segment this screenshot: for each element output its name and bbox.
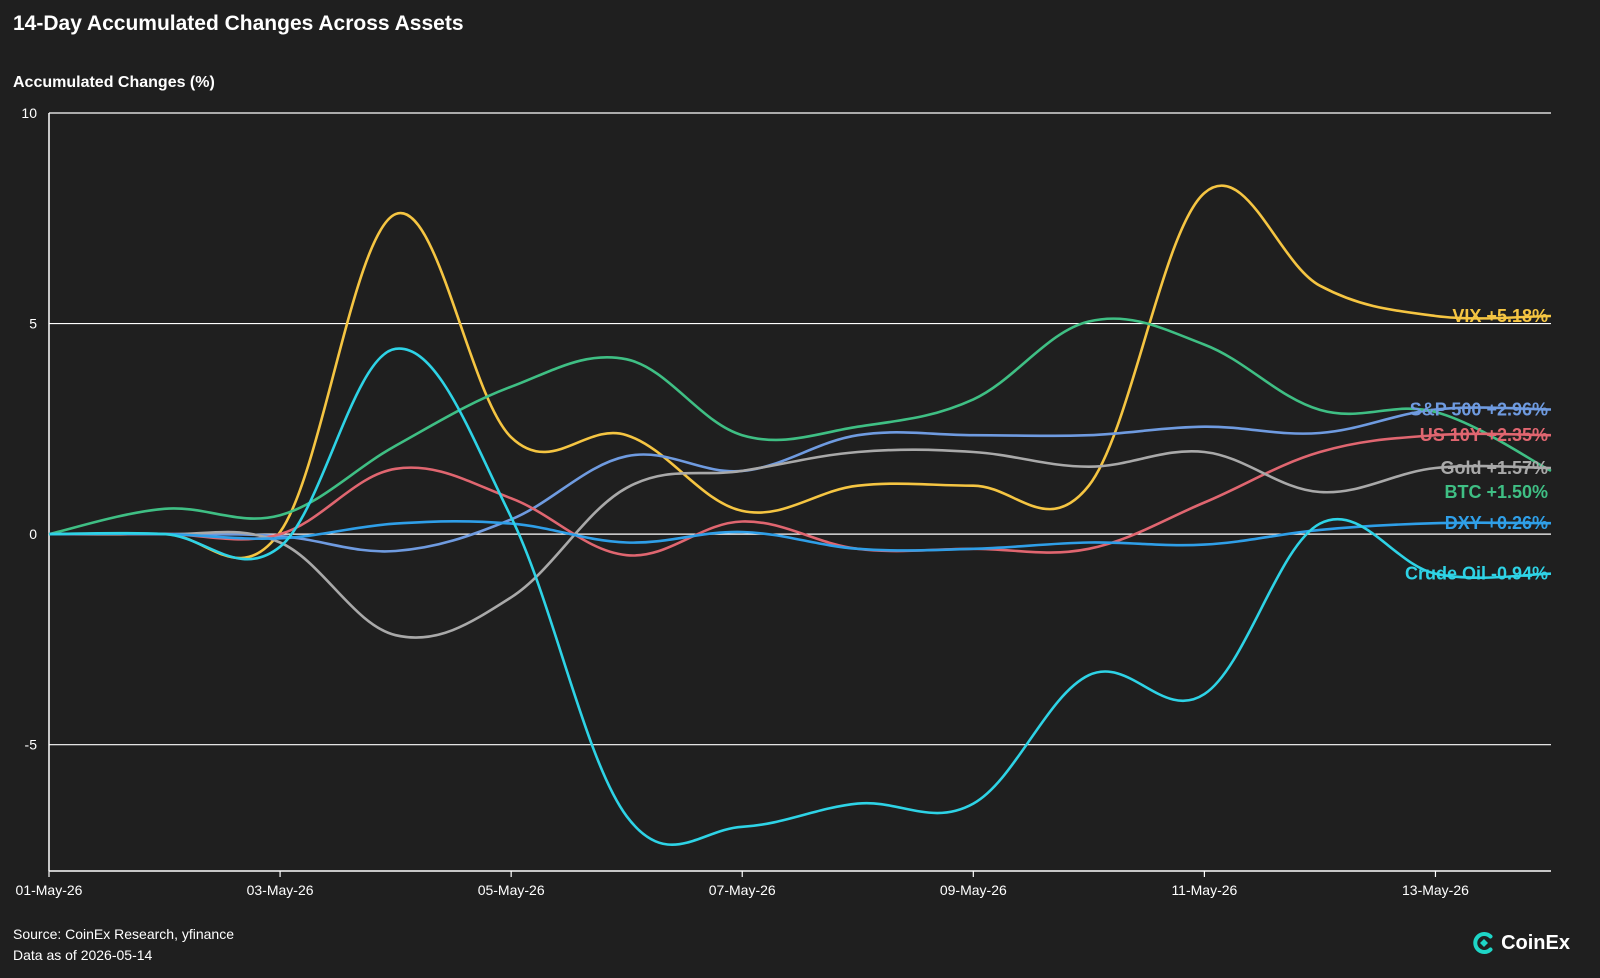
x-tick-label: 09-May-26 bbox=[940, 882, 1007, 898]
end-label-btc: BTC +1.50% bbox=[1444, 482, 1548, 502]
gridlines bbox=[49, 112, 1551, 746]
y-tick-label: 0 bbox=[29, 526, 37, 542]
chart-title: 14-Day Accumulated Changes Across Assets bbox=[13, 12, 464, 35]
y-tick-label: 5 bbox=[29, 316, 37, 332]
source-text: Source: CoinEx Research, yfinance bbox=[13, 926, 234, 942]
x-tick-label: 13-May-26 bbox=[1402, 882, 1469, 898]
series-lines bbox=[48, 184, 1552, 847]
x-tick-label: 03-May-26 bbox=[247, 882, 314, 898]
axes: -5 0 5 10 01-May-26 03-May-26 05-May-26 07-May-… bbox=[16, 105, 1551, 898]
coinex-logo-icon bbox=[1473, 932, 1493, 954]
data-date-text: Data as of 2026-05-14 bbox=[13, 947, 153, 963]
x-tick-label: 05-May-26 bbox=[478, 882, 545, 898]
series-line-gold bbox=[48, 448, 1552, 639]
coinex-logo: CoinEx bbox=[1471, 930, 1570, 956]
end-label-gold: Gold +1.57% bbox=[1440, 458, 1548, 478]
y-tick-label: -5 bbox=[25, 737, 38, 753]
series-end-labels: VIX +5.18% S&P 500 +2.96% US 10Y +2.35% Gol… bbox=[1405, 306, 1548, 584]
source-note: Source: CoinEx Research, yfinance Data a… bbox=[13, 924, 234, 966]
series-line-s-p-500 bbox=[48, 406, 1552, 553]
end-label-dxy: DXY +0.26% bbox=[1445, 513, 1548, 533]
series-line-dxy bbox=[48, 520, 1552, 552]
series-line-btc bbox=[48, 317, 1552, 536]
y-axis-title: Accumulated Changes (%) bbox=[13, 74, 215, 91]
x-tick-label: 11-May-26 bbox=[1171, 882, 1237, 898]
end-label-crude-oil: Crude Oil -0.94% bbox=[1405, 564, 1548, 584]
end-label-us-10y: US 10Y +2.35% bbox=[1420, 425, 1548, 445]
brand-name: CoinEx bbox=[1501, 931, 1570, 954]
series-line-crude-oil bbox=[48, 347, 1552, 847]
series-line-us-10y bbox=[49, 432, 1552, 557]
end-label-s-p-500: S&P 500 +2.96% bbox=[1410, 399, 1548, 419]
end-label-vix: VIX +5.18% bbox=[1452, 306, 1548, 326]
y-tick-label: 10 bbox=[21, 105, 37, 121]
x-tick-label: 07-May-26 bbox=[709, 882, 776, 898]
x-tick-label: 01-May-26 bbox=[16, 882, 83, 898]
series-line-vix bbox=[48, 184, 1552, 560]
